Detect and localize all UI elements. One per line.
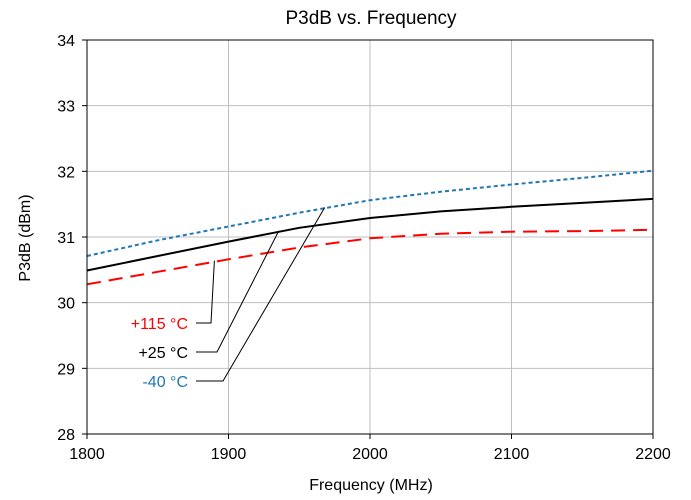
x-axis-label: Frequency (MHz): [309, 477, 433, 494]
series-lines: [86, 169, 654, 286]
callout-leader-line: [196, 207, 326, 382]
callout-label: +115 °C: [131, 316, 188, 333]
x-tick-label: 1800: [69, 446, 105, 463]
series-callouts: +115 °C +25 °C -40 °C: [131, 207, 326, 391]
y-tick-label: 31: [57, 230, 75, 247]
callout-label: -40 °C: [142, 374, 188, 391]
callout-label: +25 °C: [138, 345, 188, 362]
x-tick-label: 2100: [494, 446, 530, 463]
y-tick-label: 28: [57, 427, 75, 444]
x-tick-label: 2000: [352, 446, 388, 463]
grid: [87, 40, 653, 434]
y-tick-label: 32: [57, 164, 75, 181]
y-tick-label: 29: [57, 361, 75, 378]
x-tick-label: 1900: [211, 446, 247, 463]
y-tick-labels: 28 29 30 31 32 33 34: [57, 33, 87, 444]
series-line-25c: [86, 197, 654, 272]
y-axis-label: P3dB (dBm): [17, 194, 34, 281]
y-tick-label: 30: [57, 296, 75, 313]
callout-leader-line: [196, 232, 279, 353]
callout-leader-line: [196, 260, 215, 324]
x-tick-labels: 1800 1900 2000 2100 2200: [69, 434, 671, 463]
series-line-115c: [86, 228, 654, 286]
y-tick-label: 34: [57, 33, 75, 50]
series-line-40c: [86, 169, 654, 257]
chart-title: P3dB vs. Frequency: [285, 8, 457, 29]
x-tick-label: 2200: [635, 446, 671, 463]
y-tick-label: 33: [57, 99, 75, 116]
